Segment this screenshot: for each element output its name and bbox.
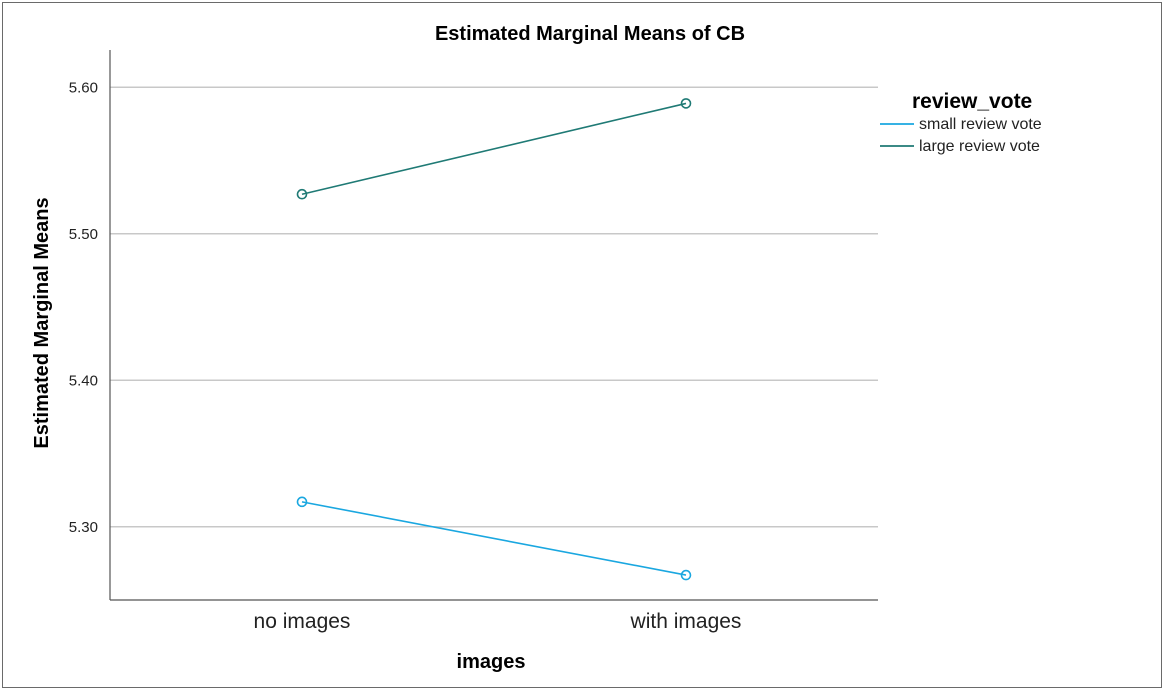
legend: review_vote small review vote large revie…: [880, 90, 1042, 155]
x-axis-title: images: [457, 651, 526, 673]
x-tick-label: no images: [254, 610, 351, 633]
legend-label: small review vote: [919, 116, 1042, 133]
series-line: [302, 103, 686, 194]
y-tick-label: 5.50: [69, 226, 98, 243]
y-axis-title: Estimated Marginal Means: [31, 197, 53, 448]
legend-title: review_vote: [912, 90, 1032, 113]
x-tick-label: with images: [630, 610, 742, 633]
legend-label: large review vote: [919, 138, 1040, 155]
series-lines: [298, 99, 691, 580]
y-tick-label: 5.40: [69, 372, 98, 389]
y-tick-label: 5.30: [69, 519, 98, 536]
axes: 5.30 5.40 5.50 5.60 no images with images: [69, 50, 878, 633]
gridlines: [110, 87, 878, 526]
chart-title: Estimated Marginal Means of CB: [435, 23, 745, 45]
series-line: [302, 502, 686, 575]
y-tick-label: 5.60: [69, 79, 98, 96]
